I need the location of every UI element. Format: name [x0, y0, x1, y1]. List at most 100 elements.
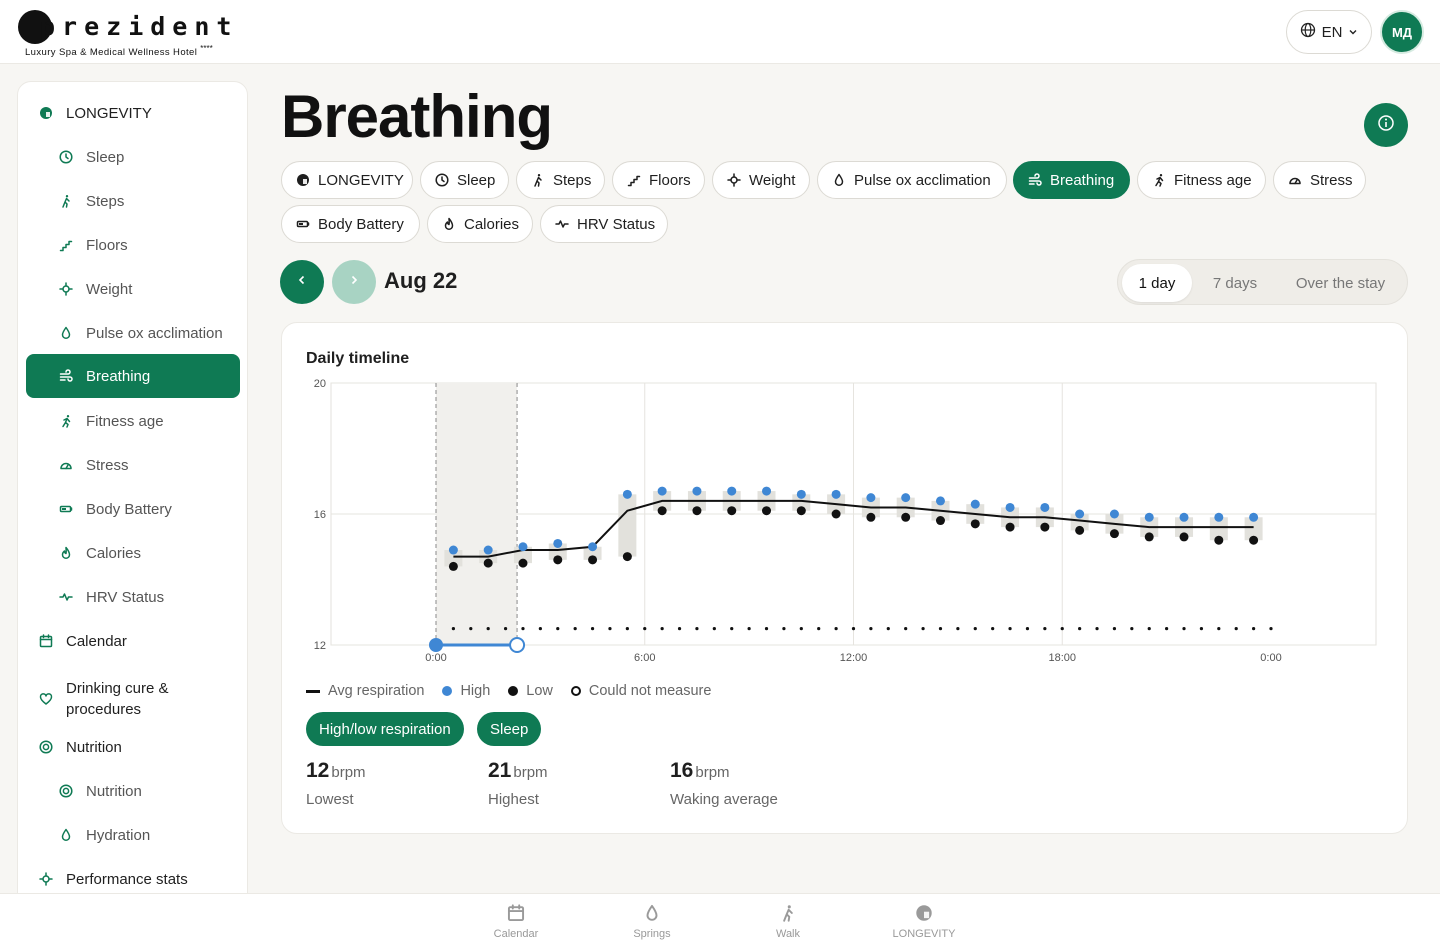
could-not-measure-dot: [991, 627, 995, 631]
walker-icon: [779, 904, 797, 922]
user-avatar[interactable]: МД: [1380, 10, 1424, 54]
low-dot: [1075, 525, 1085, 535]
target-icon: [38, 739, 54, 755]
sidebar-item-hydration[interactable]: Hydration: [26, 813, 240, 857]
chart-legend: Avg respiration High Low Could not measu…: [306, 683, 711, 699]
bottom-nav-label: Springs: [633, 928, 671, 940]
high-dot: [1040, 502, 1050, 512]
daily-timeline-card: Daily timeline 12 16 20 0:00 6:00 12:00 18:00 0…: [281, 322, 1408, 834]
chip-breathing[interactable]: Breathing: [1013, 161, 1130, 199]
could-not-measure-dot: [1025, 627, 1030, 631]
sidebar-item-longevity[interactable]: LONGEVITY: [26, 91, 240, 135]
legend-avg: Avg respiration: [306, 683, 424, 699]
chip-steps[interactable]: Steps: [516, 161, 605, 199]
sidebar-item-steps[interactable]: Steps: [26, 179, 240, 223]
high-dot: [1144, 512, 1154, 522]
sidebar-item-floors[interactable]: Floors: [26, 223, 240, 267]
sidebar-item-calories[interactable]: Calories: [26, 531, 240, 575]
sidebar-item-label: Calories: [86, 544, 142, 562]
sidebar-item-drinking-cure-procedures[interactable]: Drinking cure & procedures: [26, 672, 240, 726]
sidebar-item-label: Fitness age: [86, 412, 164, 430]
low-dot: [727, 506, 737, 516]
chip-longevity[interactable]: LONGEVITY: [281, 161, 413, 199]
pulse-icon: [58, 589, 74, 605]
sidebar-item-performance-stats[interactable]: Performance stats: [26, 857, 240, 901]
avg-line-swatch: [306, 689, 320, 693]
chip-sleep[interactable]: Sleep: [420, 161, 509, 199]
could-not-measure-dot: [1112, 627, 1117, 631]
longevity-icon: [915, 904, 933, 922]
bottom-nav-calendar[interactable]: Calendar: [466, 904, 566, 940]
bottom-nav: Calendar Springs Walk LONGEVITY: [0, 893, 1440, 950]
low-dot: [553, 555, 563, 565]
could-not-measure-dot: [886, 627, 890, 631]
chip-label: Floors: [649, 171, 691, 189]
crosshair-icon: [38, 871, 54, 887]
longevity-icon: [296, 173, 310, 187]
chip-fitness-age[interactable]: Fitness age: [1137, 161, 1266, 199]
gauge-icon: [1288, 173, 1302, 187]
range-bar: [444, 550, 463, 567]
sleep-toggle[interactable]: Sleep: [477, 712, 542, 746]
could-not-measure-dot: [1147, 627, 1151, 631]
legend-low: Low: [508, 683, 553, 699]
low-dot-swatch: [508, 686, 519, 696]
sidebar-item-breathing[interactable]: Breathing: [26, 354, 240, 398]
range-1-day[interactable]: 1 day: [1122, 264, 1192, 302]
sleep-window-band: [436, 383, 518, 645]
chip-body-battery[interactable]: Body Battery: [281, 205, 420, 243]
chip-hrv-status[interactable]: HRV Status: [540, 205, 668, 243]
range-over-the-stay[interactable]: Over the stay: [1295, 274, 1386, 292]
could-not-measure-dot: [1165, 627, 1169, 631]
high-low-respiration-toggle[interactable]: High/low respiration: [306, 712, 464, 746]
high-dot: [483, 545, 493, 555]
low-dot: [1179, 532, 1189, 542]
previous-day-button[interactable]: [280, 260, 324, 304]
bottom-nav-springs[interactable]: Springs: [602, 904, 702, 940]
bottom-nav-longevity[interactable]: LONGEVITY: [874, 904, 974, 940]
page-title: Breathing: [281, 83, 553, 150]
next-day-button[interactable]: [332, 260, 376, 304]
sidebar-item-sleep[interactable]: Sleep: [26, 135, 240, 179]
high-dot: [448, 545, 458, 555]
could-not-measure-dot: [660, 627, 664, 631]
sidebar-item-fitness-age[interactable]: Fitness age: [26, 399, 240, 443]
range-7-days[interactable]: 7 days: [1212, 274, 1258, 292]
info-button[interactable]: [1364, 103, 1408, 147]
low-dot: [1040, 522, 1050, 532]
chip-calories[interactable]: Calories: [427, 205, 533, 243]
chip-floors[interactable]: Floors: [612, 161, 705, 199]
sidebar-item-pulse-ox-acclimation[interactable]: Pulse ox acclimation: [26, 311, 240, 355]
stairs-icon: [627, 173, 641, 187]
sidebar-item-nutrition[interactable]: Nutrition: [26, 769, 240, 813]
could-not-measure-dot: [625, 627, 629, 631]
sidebar-item-hrv-status[interactable]: HRV Status: [26, 575, 240, 619]
stat-waking-average: 16 brpm Waking average: [670, 759, 778, 808]
sidebar-item-body-battery[interactable]: Body Battery: [26, 487, 240, 531]
hotel-logo[interactable]: prezident Luxury Spa & Medical Wellness …: [18, 9, 233, 58]
high-dot: [657, 486, 667, 496]
chip-weight[interactable]: Weight: [712, 161, 810, 199]
pulse-icon: [555, 217, 569, 231]
range-selector: 1 day 7 days Over the stay: [1117, 259, 1408, 305]
chip-pulse-ox-acclimation[interactable]: Pulse ox acclimation: [817, 161, 1007, 199]
low-dot: [1005, 522, 1015, 532]
sidebar: LONGEVITY Sleep Steps Floors Weight Pulse ox …: [17, 81, 248, 911]
y-tick-label: 16: [314, 509, 326, 521]
sidebar-item-stress[interactable]: Stress: [26, 443, 240, 487]
could-not-measure-dot: [1078, 627, 1082, 631]
low-dot: [1109, 529, 1119, 539]
chip-label: Pulse ox acclimation: [854, 171, 991, 189]
could-not-measure-dot: [747, 627, 751, 631]
low-dot: [518, 558, 528, 568]
bottom-nav-walk[interactable]: Walk: [738, 904, 838, 940]
language-selector[interactable]: EN: [1286, 10, 1372, 54]
calendar-icon: [507, 904, 525, 922]
chip-label: Fitness age: [1174, 171, 1252, 189]
sidebar-item-calendar[interactable]: Calendar: [26, 619, 240, 663]
low-dot: [1249, 535, 1259, 545]
sidebar-item-nutrition[interactable]: Nutrition: [26, 725, 240, 769]
chip-stress[interactable]: Stress: [1273, 161, 1366, 199]
top-bar: prezident Luxury Spa & Medical Wellness …: [0, 0, 1440, 64]
sidebar-item-weight[interactable]: Weight: [26, 267, 240, 311]
